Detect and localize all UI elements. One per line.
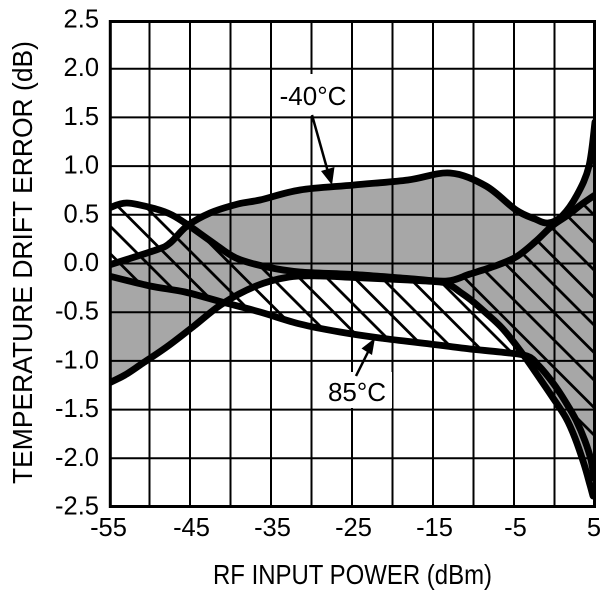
svg-text:-1.0: -1.0 bbox=[55, 346, 99, 374]
svg-text:-35: -35 bbox=[254, 514, 291, 542]
svg-text:5: 5 bbox=[587, 514, 601, 542]
svg-text:-2.5: -2.5 bbox=[55, 493, 99, 521]
svg-text:-15: -15 bbox=[416, 514, 453, 542]
svg-text:0.0: 0.0 bbox=[64, 249, 99, 277]
svg-text:1.5: 1.5 bbox=[64, 103, 99, 131]
svg-text:-45: -45 bbox=[173, 514, 210, 542]
svg-text:-1.5: -1.5 bbox=[55, 395, 99, 423]
svg-text:-5: -5 bbox=[504, 514, 527, 542]
svg-text:TEMPERATURE DRIFT ERROR (dB): TEMPERATURE DRIFT ERROR (dB) bbox=[7, 41, 38, 484]
svg-text:85°C: 85°C bbox=[328, 377, 386, 407]
svg-text:2.5: 2.5 bbox=[64, 6, 99, 34]
svg-text:-25: -25 bbox=[335, 514, 372, 542]
svg-text:-2.0: -2.0 bbox=[55, 444, 99, 472]
svg-text:-40°C: -40°C bbox=[280, 81, 347, 111]
svg-text:-55: -55 bbox=[90, 514, 127, 542]
svg-text:2.0: 2.0 bbox=[64, 54, 99, 82]
svg-text:RF INPUT POWER (dBm): RF INPUT POWER (dBm) bbox=[213, 559, 492, 590]
svg-text:1.0: 1.0 bbox=[64, 152, 99, 180]
svg-text:0.5: 0.5 bbox=[64, 200, 99, 228]
svg-text:-0.5: -0.5 bbox=[55, 298, 99, 326]
